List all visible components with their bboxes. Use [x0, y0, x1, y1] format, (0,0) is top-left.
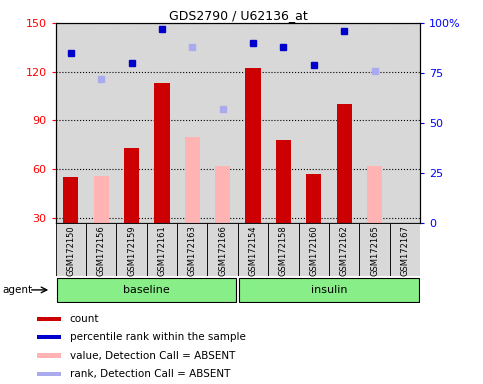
Bar [245, 68, 261, 223]
Bar [298, 223, 329, 276]
Bar [329, 223, 359, 276]
Bar [238, 223, 268, 276]
Text: GSM172156: GSM172156 [97, 225, 106, 276]
Text: GSM172167: GSM172167 [400, 225, 410, 276]
Bar [208, 223, 238, 276]
Bar [37, 372, 61, 376]
Bar [116, 223, 147, 276]
Text: count: count [70, 314, 99, 324]
Bar [56, 223, 86, 276]
Bar [94, 175, 109, 223]
Bar [154, 83, 170, 223]
FancyBboxPatch shape [240, 278, 419, 302]
Bar [268, 223, 298, 276]
Bar [390, 223, 420, 276]
Text: GSM172165: GSM172165 [370, 225, 379, 276]
Bar [306, 174, 322, 223]
Text: baseline: baseline [123, 285, 170, 295]
Text: GSM172161: GSM172161 [157, 225, 167, 276]
Text: GSM172159: GSM172159 [127, 225, 136, 276]
Bar [276, 140, 291, 223]
Bar [63, 177, 78, 223]
Bar [177, 223, 208, 276]
Text: value, Detection Call = ABSENT: value, Detection Call = ABSENT [70, 351, 235, 361]
Bar [215, 166, 230, 223]
Bar [147, 223, 177, 276]
Text: GSM172158: GSM172158 [279, 225, 288, 276]
Text: rank, Detection Call = ABSENT: rank, Detection Call = ABSENT [70, 369, 230, 379]
Bar [367, 166, 382, 223]
Text: GSM172150: GSM172150 [66, 225, 75, 276]
Title: GDS2790 / U62136_at: GDS2790 / U62136_at [169, 9, 307, 22]
Text: GSM172166: GSM172166 [218, 225, 227, 276]
Bar [359, 223, 390, 276]
Text: GSM172160: GSM172160 [309, 225, 318, 276]
Bar [37, 316, 61, 321]
Text: agent: agent [3, 285, 33, 295]
Text: insulin: insulin [311, 285, 347, 295]
Text: percentile rank within the sample: percentile rank within the sample [70, 332, 246, 342]
Bar [86, 223, 116, 276]
Bar [37, 335, 61, 339]
Text: GSM172154: GSM172154 [249, 225, 257, 276]
Bar [124, 148, 139, 223]
Bar [185, 137, 200, 223]
FancyBboxPatch shape [57, 278, 236, 302]
Text: GSM172162: GSM172162 [340, 225, 349, 276]
Bar [337, 104, 352, 223]
Bar [37, 353, 61, 358]
Text: GSM172163: GSM172163 [188, 225, 197, 276]
